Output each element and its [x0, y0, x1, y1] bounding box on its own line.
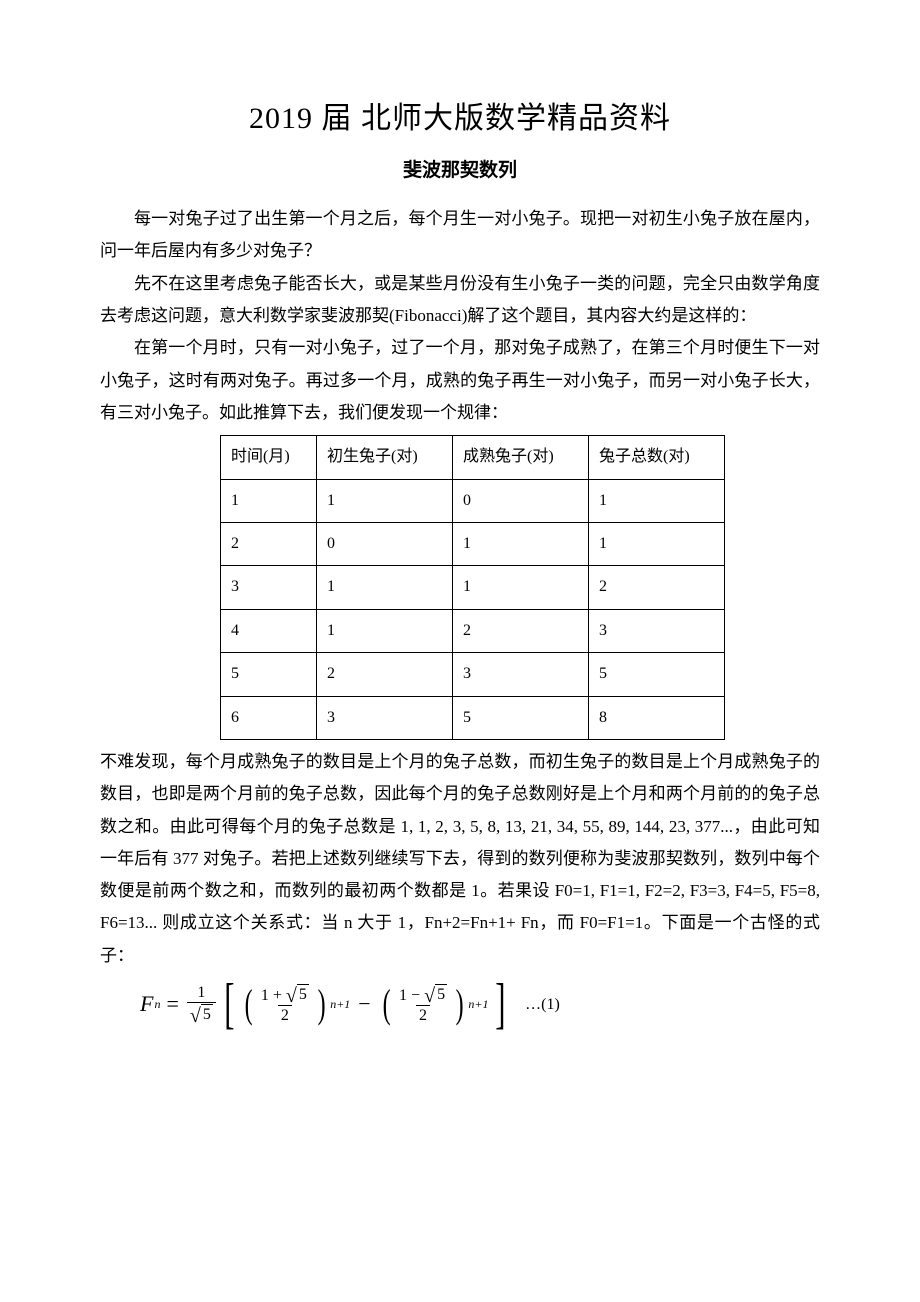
coefficient-fraction: 1 √5	[187, 984, 216, 1025]
table-header: 兔子总数(对)	[589, 436, 725, 479]
phi-fraction-2: 1 − √5 2	[396, 984, 450, 1025]
table-cell: 0	[317, 522, 453, 565]
phi-den-2: 2	[416, 1005, 430, 1025]
table-cell: 2	[589, 566, 725, 609]
equals-sign: =	[166, 983, 178, 1025]
table-row: 2 0 1 1	[221, 522, 725, 565]
table-cell: 2	[221, 522, 317, 565]
table-cell: 2	[453, 609, 589, 652]
table-row: 6 3 5 8	[221, 696, 725, 739]
sqrt-icon: √5	[286, 984, 309, 1004]
sub-title: 斐波那契数列	[100, 153, 820, 189]
formula-lhs-var: F	[140, 983, 153, 1025]
exponent-2: n+1	[468, 993, 488, 1016]
paragraph-1: 每一对兔子过了出生第一个月之后，每个月生一对小兔子。现把一对初生小兔子放在屋内，…	[100, 203, 820, 268]
table-cell: 5	[453, 696, 589, 739]
table-row: 4 1 2 3	[221, 609, 725, 652]
phi-num-1: 1 + √5	[258, 984, 312, 1006]
left-paren-icon: (	[244, 988, 252, 1020]
table-cell: 1	[589, 522, 725, 565]
table-cell: 1	[317, 479, 453, 522]
paragraph-4: 不难发现，每个月成熟兔子的数目是上个月的兔子总数，而初生兔子的数目是上个月成熟兔…	[100, 746, 820, 972]
table-cell: 1	[317, 609, 453, 652]
table-cell: 5	[589, 653, 725, 696]
right-bracket-icon: ]	[495, 982, 505, 1027]
right-paren-icon: )	[318, 988, 326, 1020]
coef-den: √5	[187, 1002, 216, 1025]
table-row: 5 2 3 5	[221, 653, 725, 696]
table-header: 时间(月)	[221, 436, 317, 479]
table-cell: 2	[317, 653, 453, 696]
table-cell: 1	[317, 566, 453, 609]
exponent-1: n+1	[330, 993, 350, 1016]
right-paren-icon: )	[456, 988, 464, 1020]
table-cell: 8	[589, 696, 725, 739]
table-cell: 1	[453, 522, 589, 565]
table-cell: 3	[221, 566, 317, 609]
sqrt-icon: √5	[424, 984, 447, 1004]
table-header: 成熟兔子(对)	[453, 436, 589, 479]
table-header-row: 时间(月) 初生兔子(对) 成熟兔子(对) 兔子总数(对)	[221, 436, 725, 479]
document-page: 2019 届 北师大版数学精品资料 斐波那契数列 每一对兔子过了出生第一个月之后…	[0, 0, 920, 1087]
left-bracket-icon: [	[224, 982, 234, 1027]
phi-den-1: 2	[278, 1005, 292, 1025]
formula-lhs-sub: n	[154, 993, 160, 1016]
table-row: 1 1 0 1	[221, 479, 725, 522]
table-cell: 6	[221, 696, 317, 739]
left-paren-icon: (	[382, 988, 390, 1020]
table-cell: 5	[221, 653, 317, 696]
paragraph-2: 先不在这里考虑兔子能否长大，或是某些月份没有生小兔子一类的问题，完全只由数学角度…	[100, 268, 820, 333]
formula: Fn = 1 √5 [ ( 1 + √5 2 )	[140, 982, 511, 1027]
phi-fraction-1: 1 + √5 2	[258, 984, 312, 1025]
table-cell: 0	[453, 479, 589, 522]
fibonacci-table: 时间(月) 初生兔子(对) 成熟兔子(对) 兔子总数(对) 1 1 0 1 2 …	[220, 435, 725, 740]
main-title: 2019 届 北师大版数学精品资料	[100, 90, 820, 147]
equation-label: …(1)	[525, 990, 560, 1026]
table-cell: 1	[589, 479, 725, 522]
sqrt-icon: √5	[190, 1004, 213, 1024]
table-cell: 3	[317, 696, 453, 739]
formula-block: Fn = 1 √5 [ ( 1 + √5 2 )	[100, 982, 820, 1027]
term-1: ( 1 + √5 2 ) n+1	[241, 984, 351, 1025]
minus-sign: −	[358, 983, 370, 1025]
table-cell: 1	[221, 479, 317, 522]
table-cell: 4	[221, 609, 317, 652]
term-2: ( 1 − √5 2 ) n+1	[379, 984, 489, 1025]
table-cell: 3	[453, 653, 589, 696]
table-cell: 1	[453, 566, 589, 609]
table-row: 3 1 1 2	[221, 566, 725, 609]
phi-num-2: 1 − √5	[396, 984, 450, 1006]
paragraph-3: 在第一个月时，只有一对小兔子，过了一个月，那对兔子成熟了，在第三个月时便生下一对…	[100, 332, 820, 429]
coef-num: 1	[194, 984, 208, 1003]
table-header: 初生兔子(对)	[317, 436, 453, 479]
table-cell: 3	[589, 609, 725, 652]
